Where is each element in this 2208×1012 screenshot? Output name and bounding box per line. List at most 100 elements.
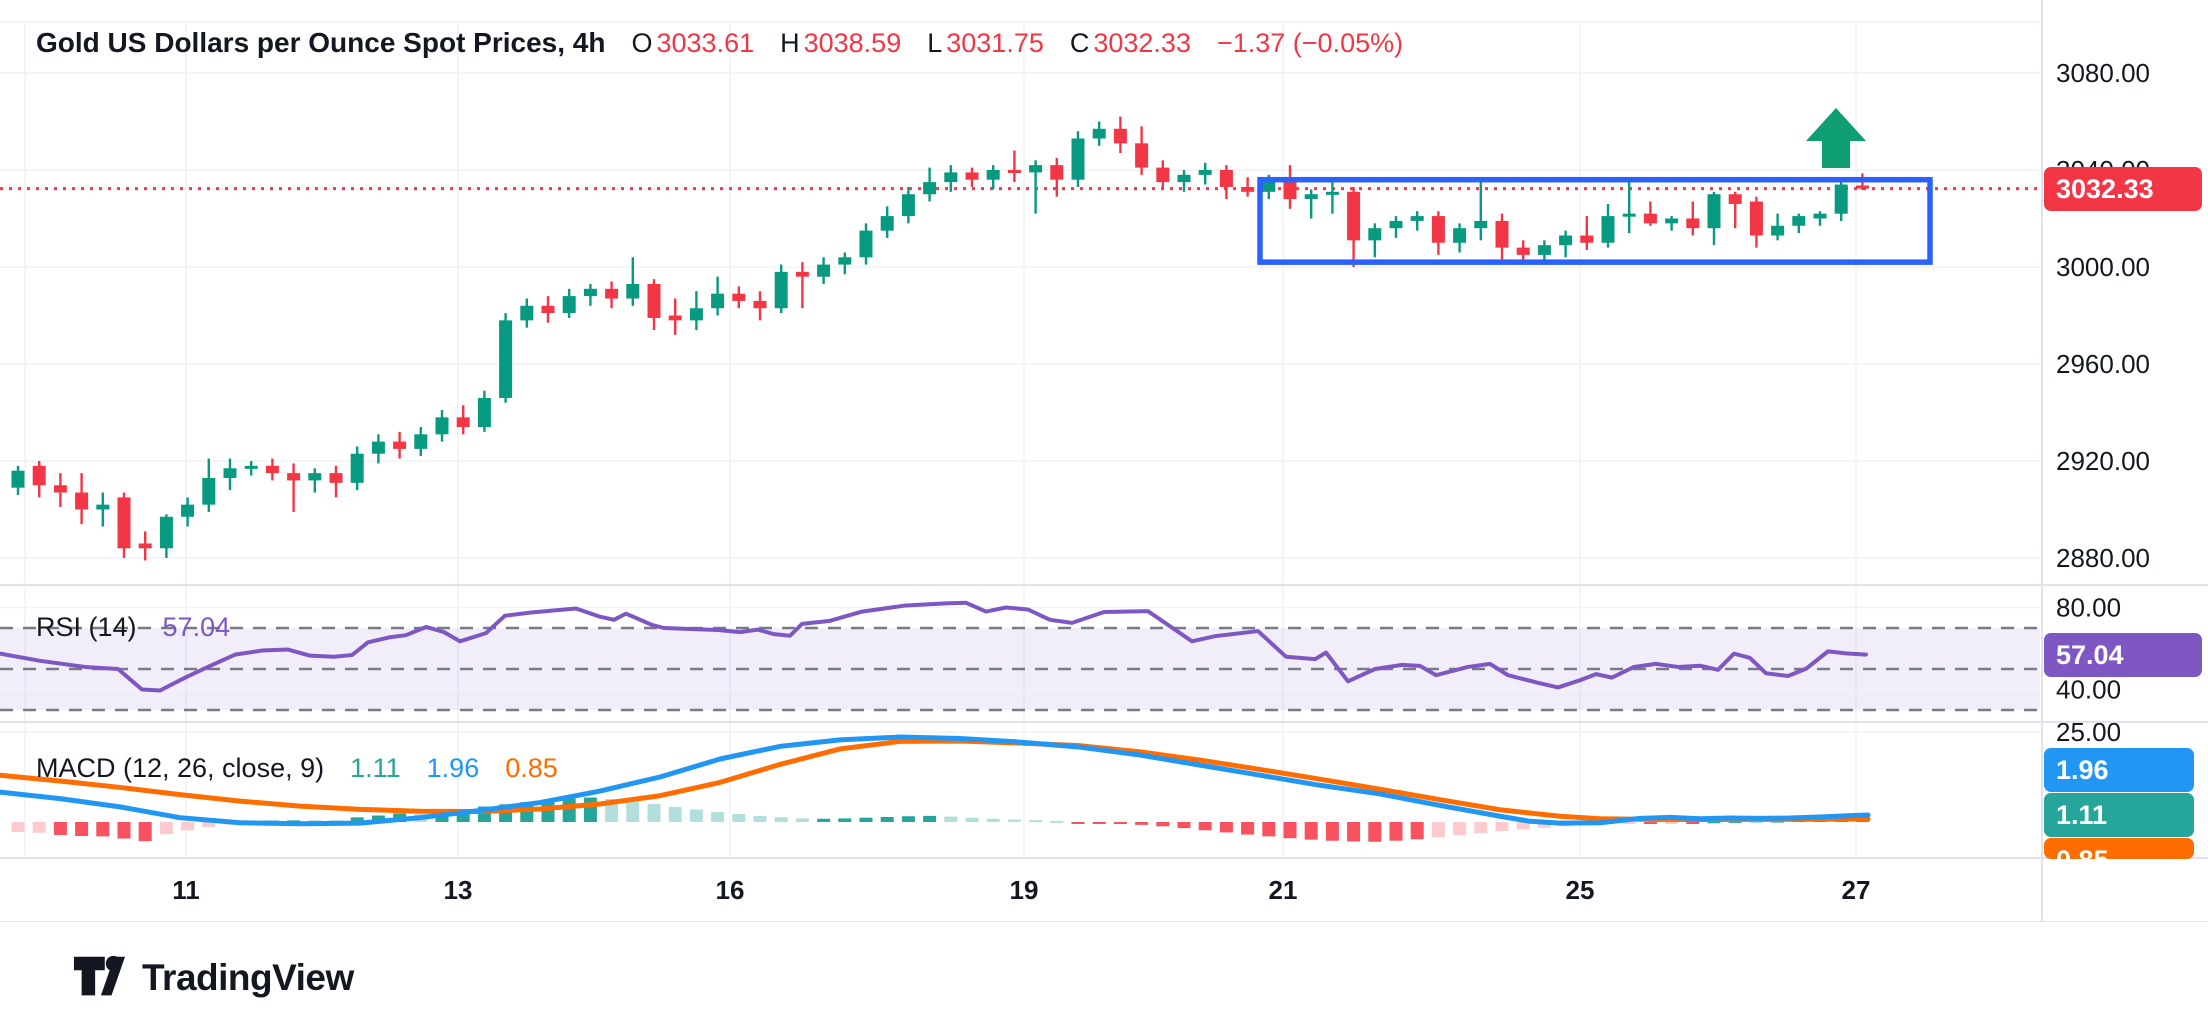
price-axis-label: 3000.00 [2056, 252, 2150, 282]
candle-body [1686, 218, 1700, 229]
histogram-bar [838, 818, 852, 822]
candle-body [1304, 194, 1318, 200]
candle-body [626, 283, 640, 299]
histogram-bar [1474, 822, 1488, 834]
candle-body [1771, 225, 1785, 236]
candle-body [689, 308, 703, 321]
candle-body [1474, 220, 1488, 229]
chart-canvas[interactable]: 111316192125273080.003040.003000.002960.… [0, 0, 2208, 922]
candle-body [53, 485, 67, 493]
histogram-bar [1050, 820, 1064, 823]
candle-body [96, 504, 110, 510]
histogram-bar [711, 811, 725, 822]
histogram-bar [774, 817, 788, 822]
histogram-bar [753, 815, 767, 822]
histogram-bar [1241, 822, 1255, 835]
tradingview-logo[interactable]: TradingView [72, 952, 354, 1004]
rsi-line [0, 600, 1868, 693]
candle-body [1728, 194, 1742, 204]
histogram-bar [1304, 822, 1318, 840]
candle-body [605, 288, 619, 299]
rsi-value: 57.04 [162, 612, 231, 642]
range-box-annotation [1257, 176, 1933, 265]
symbol-title: Gold US Dollars per Ounce Spot Prices, 4… [36, 27, 606, 58]
price-axis-label: 3080.00 [2056, 58, 2150, 88]
histogram-bar [817, 818, 831, 822]
histogram-bar [1198, 822, 1212, 831]
candle-body [583, 288, 597, 297]
candle-body [329, 473, 343, 483]
candle-body [1431, 216, 1445, 243]
ohlc-close: C 3032.33 [1070, 28, 1191, 59]
candle-body [1113, 128, 1127, 144]
histogram-bar [1622, 822, 1636, 824]
tradingview-logo-icon [73, 955, 126, 996]
time-axis-label: 13 [444, 875, 473, 905]
rsi-value-tag: 57.04 [2044, 633, 2202, 677]
candle-body [181, 504, 195, 517]
candle-body [1262, 179, 1276, 192]
candle-body [1092, 128, 1106, 139]
candle-body [223, 468, 237, 478]
histogram-bar [53, 822, 67, 835]
rsi-axis-label: 40.00 [2056, 675, 2121, 705]
candle-body [880, 216, 894, 231]
histogram-bar [1156, 822, 1170, 827]
candle-body [668, 315, 682, 321]
histogram-bar [1453, 822, 1467, 836]
histogram-bar [1007, 819, 1021, 822]
rsi-label: RSI (14) [36, 612, 137, 642]
macd-legend[interactable]: MACD (12, 26, close, 9) 1.11 1.96 0.85 [36, 750, 558, 786]
candle-body [32, 465, 46, 486]
candle-body [562, 296, 576, 314]
candle-body [1029, 165, 1043, 173]
rsi-legend[interactable]: RSI (14) 57.04 [36, 609, 230, 645]
histogram-bar [1389, 822, 1403, 841]
signal-value-tag: 0.85 [2044, 838, 2194, 859]
candle-body [838, 257, 852, 265]
candle-body [923, 182, 937, 195]
histogram-bar [583, 797, 597, 822]
candle-body [753, 300, 767, 309]
candle-body [1707, 194, 1721, 229]
time-axis-label: 16 [716, 875, 745, 905]
macd-signal-value: 0.85 [505, 753, 558, 783]
candle-body [541, 305, 555, 314]
histogram-bar [732, 814, 746, 822]
histogram-bar [1495, 822, 1509, 831]
price-legend[interactable]: Gold US Dollars per Ounce Spot Prices, 4… [36, 27, 1403, 59]
histogram-bar [689, 809, 703, 822]
candle-body [795, 271, 809, 277]
candle-body [244, 465, 258, 469]
histogram-bar [1262, 822, 1276, 837]
ohlc-low: L 3031.75 [927, 28, 1044, 59]
candle-body [1389, 220, 1403, 229]
candle-body [350, 453, 364, 483]
candle-body [1325, 191, 1339, 195]
histogram-bar [668, 806, 682, 822]
candle-body [202, 477, 216, 505]
time-axis-label: 21 [1269, 875, 1298, 905]
candle-body [1071, 138, 1085, 180]
histogram-bar [202, 822, 216, 828]
histogram-bar [96, 822, 110, 837]
histogram-bar [350, 817, 364, 822]
candle-body [1559, 235, 1573, 246]
histogram-bar [1219, 822, 1233, 833]
candle-body [1665, 218, 1679, 224]
candle-body [1219, 170, 1233, 187]
histogram-bar [1113, 822, 1127, 824]
histogram-bar [1029, 820, 1043, 823]
candle-body [965, 172, 979, 180]
macd-line [0, 734, 1871, 827]
candle-body [817, 264, 831, 277]
candle-body [11, 470, 25, 488]
histogram-bar [923, 815, 937, 822]
candle-body [117, 497, 131, 549]
candle-body [1368, 228, 1382, 241]
histogram-bar [1092, 822, 1106, 824]
candle-body [1410, 216, 1424, 221]
candle-body [414, 434, 428, 449]
candle-body [308, 473, 322, 481]
